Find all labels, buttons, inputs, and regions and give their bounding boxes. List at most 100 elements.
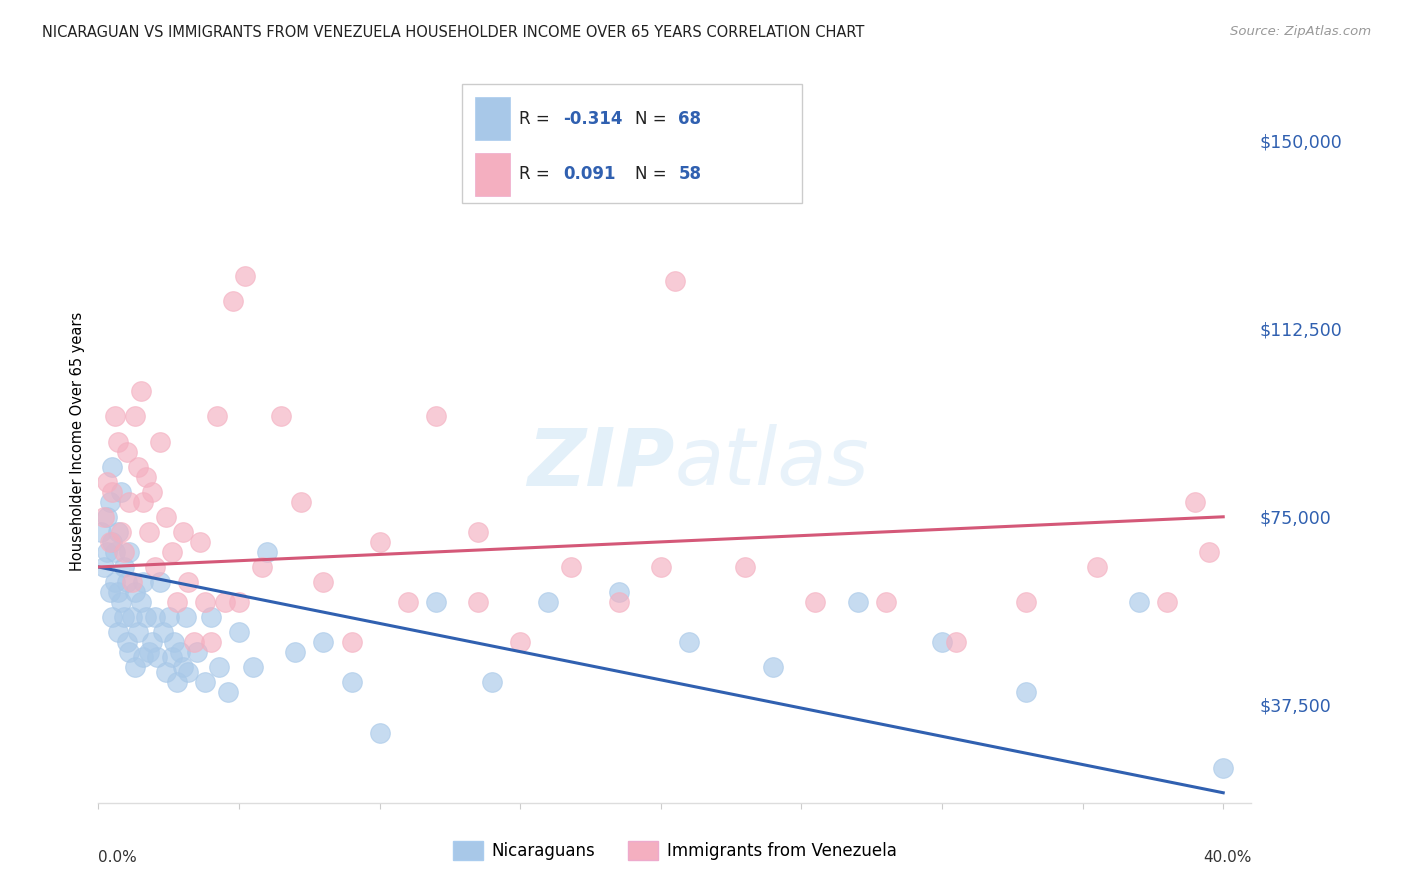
Point [607,595,630,609]
Point [1128,595,1150,609]
Point [340,635,363,649]
Point [155,509,177,524]
Point [118,645,141,659]
Point [481,675,503,690]
Point [537,595,560,609]
Point [155,665,177,680]
Point [217,685,239,699]
Point [425,409,447,424]
Point [132,574,155,589]
Point [242,660,264,674]
Point [132,650,155,665]
Point [368,534,391,549]
Point [132,494,155,508]
Point [104,409,127,424]
Point [157,610,180,624]
Point [107,524,129,539]
Point [146,650,169,665]
Text: 40.0%: 40.0% [1204,850,1251,864]
Point [163,635,186,649]
Point [1212,761,1234,775]
Text: 58: 58 [678,165,702,183]
Point [98,494,121,508]
Point [467,524,489,539]
Point [135,469,157,483]
Point [270,409,292,424]
Point [152,625,174,640]
Point [169,645,191,659]
Point [194,595,217,609]
Text: NICARAGUAN VS IMMIGRANTS FROM VENEZUELA HOUSEHOLDER INCOME OVER 65 YEARS CORRELA: NICARAGUAN VS IMMIGRANTS FROM VENEZUELA … [42,25,865,40]
Point [396,595,419,609]
Point [340,675,363,690]
Point [875,595,897,609]
Point [129,384,152,399]
Point [250,560,273,574]
Text: N =: N = [634,165,672,183]
Point [762,660,785,674]
Point [172,524,194,539]
FancyBboxPatch shape [461,84,801,203]
Point [1156,595,1178,609]
Point [127,459,149,474]
Point [183,635,205,649]
Legend: Nicaraguans, Immigrants from Venezuela: Nicaraguans, Immigrants from Venezuela [446,834,904,867]
Point [93,560,115,574]
Text: R =: R = [519,110,555,128]
Point [678,635,700,649]
Text: atlas: atlas [675,425,870,502]
Point [166,595,188,609]
Point [607,585,630,599]
Point [194,675,217,690]
Point [98,585,121,599]
Point [138,524,160,539]
Point [560,560,582,574]
Point [118,494,141,508]
Text: 0.091: 0.091 [562,165,616,183]
Point [846,595,869,609]
Point [104,574,127,589]
Point [172,660,194,674]
Point [186,645,208,659]
Point [143,610,166,624]
Point [101,484,124,499]
Point [650,560,672,574]
Point [121,574,143,589]
Point [222,293,245,308]
Point [90,524,112,539]
Point [121,610,143,624]
Point [228,625,250,640]
Point [127,625,149,640]
Point [115,444,138,458]
Point [467,595,489,609]
Point [96,475,118,489]
Point [214,595,236,609]
Point [141,635,163,649]
Point [160,545,183,559]
Point [149,434,172,449]
Point [135,610,157,624]
Point [177,574,200,589]
Point [945,635,967,649]
Point [98,534,121,549]
Point [188,534,211,549]
Point [129,595,152,609]
FancyBboxPatch shape [475,153,510,196]
Point [101,534,124,549]
Point [1015,685,1038,699]
Point [509,635,531,649]
Text: 0.0%: 0.0% [98,850,138,864]
Point [256,545,278,559]
Point [1085,560,1108,574]
Point [290,494,312,508]
Point [138,645,160,659]
Point [96,545,118,559]
Point [312,574,335,589]
Point [124,409,146,424]
Point [208,660,231,674]
Text: R =: R = [519,165,555,183]
Point [110,595,132,609]
Point [101,459,124,474]
Text: 68: 68 [678,110,702,128]
Text: N =: N = [634,110,672,128]
